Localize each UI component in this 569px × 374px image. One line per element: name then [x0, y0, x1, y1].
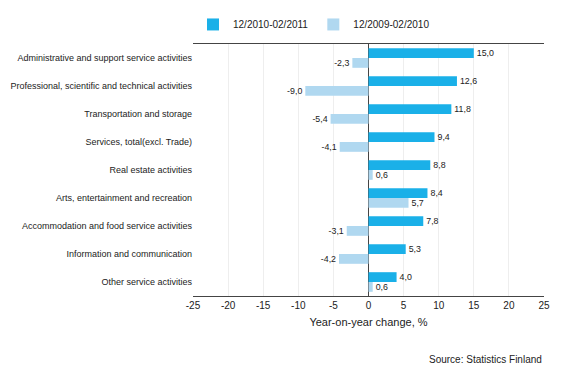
svg-text:-4,1: -4,1 [322, 142, 337, 152]
svg-text:5: 5 [401, 300, 407, 311]
svg-text:15: 15 [468, 300, 480, 311]
svg-text:0,6: 0,6 [376, 170, 388, 180]
svg-text:7,8: 7,8 [426, 216, 438, 226]
svg-text:8,4: 8,4 [430, 188, 442, 198]
svg-text:Other service activities: Other service activities [101, 277, 192, 287]
svg-text:Transportation and storage: Transportation and storage [84, 109, 192, 119]
svg-text:5,3: 5,3 [409, 244, 421, 254]
svg-text:Professional, scientific and t: Professional, scientific and technical a… [10, 81, 192, 91]
svg-text:25: 25 [538, 300, 550, 311]
svg-text:12,6: 12,6 [460, 76, 477, 86]
svg-text:5,7: 5,7 [412, 198, 424, 208]
svg-text:-5: -5 [329, 300, 338, 311]
svg-text:12/2009-02/2010: 12/2009-02/2010 [353, 19, 429, 30]
svg-text:12/2010-02/2011: 12/2010-02/2011 [233, 19, 308, 30]
svg-text:Accommodation and food service: Accommodation and food service activitie… [22, 221, 193, 231]
svg-text:-9,0: -9,0 [287, 86, 302, 96]
svg-text:9,4: 9,4 [437, 132, 449, 142]
svg-text:10: 10 [433, 300, 445, 311]
svg-text:-4,2: -4,2 [321, 254, 336, 264]
svg-text:Services, total(excl. Trade): Services, total(excl. Trade) [85, 137, 192, 147]
svg-text:-10: -10 [291, 300, 306, 311]
svg-text:Information and communication: Information and communication [66, 249, 192, 259]
svg-text:-5,4: -5,4 [312, 114, 327, 124]
svg-text:Source: Statistics Finland: Source: Statistics Finland [429, 354, 542, 365]
svg-text:Administrative and support ser: Administrative and support service activ… [17, 53, 192, 63]
svg-text:-15: -15 [256, 300, 271, 311]
svg-text:Year-on-year change, %: Year-on-year change, % [309, 316, 427, 328]
svg-text:-3,1: -3,1 [329, 226, 344, 236]
svg-text:11,8: 11,8 [454, 104, 471, 114]
svg-text:15,0: 15,0 [477, 48, 494, 58]
svg-text:20: 20 [503, 300, 515, 311]
svg-text:Arts, entertainment and recrea: Arts, entertainment and recreation [56, 193, 192, 203]
svg-text:4,0: 4,0 [400, 272, 412, 282]
svg-text:-25: -25 [186, 300, 201, 311]
svg-text:0,6: 0,6 [376, 282, 388, 292]
svg-text:-2,3: -2,3 [334, 58, 349, 68]
svg-text:8,8: 8,8 [433, 160, 445, 170]
svg-text:Real estate activities: Real estate activities [109, 165, 192, 175]
svg-text:0: 0 [366, 300, 372, 311]
svg-text:-20: -20 [221, 300, 236, 311]
